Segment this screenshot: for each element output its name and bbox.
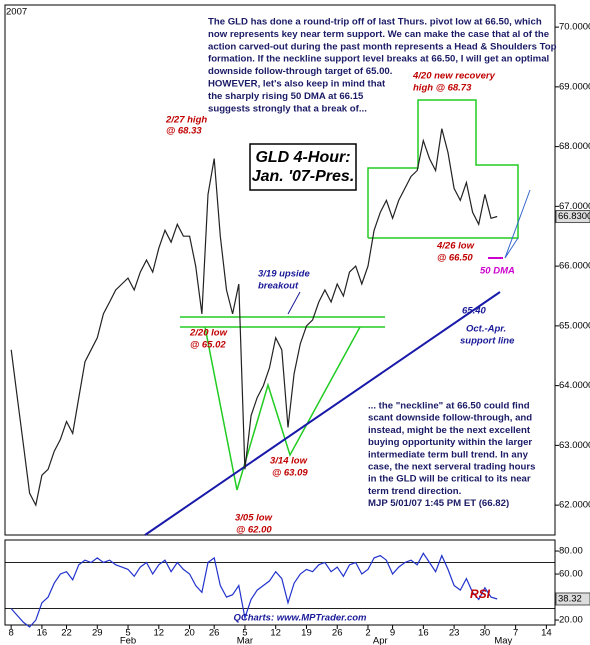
annotation: 2/20 low xyxy=(189,328,228,339)
y-tick-label: 65.0000 xyxy=(559,320,590,331)
commentary: the sharply rising 50 DMA at 66.15 xyxy=(208,91,364,102)
annotation: 2007 xyxy=(6,7,27,18)
x-tick-label: 26 xyxy=(209,628,220,639)
x-tick-label: 12 xyxy=(154,628,165,639)
annotation: @ 62.00 xyxy=(236,525,272,536)
commentary: formation. If the neckline support level… xyxy=(208,54,549,65)
rsi-title: RSI xyxy=(470,587,491,601)
commentary: instead, might be the next excellent xyxy=(368,425,531,436)
head-shoulders-box xyxy=(367,99,519,239)
annotation: 3/19 upside xyxy=(258,269,310,280)
commentary: buying opportunity within the larger xyxy=(368,437,532,448)
commentary: now represents key near term support. We… xyxy=(208,29,549,40)
y-tick-label: 69.0000 xyxy=(559,81,590,92)
commentary: case, the next serveral trading hours xyxy=(368,462,535,473)
support-line xyxy=(144,291,501,536)
x-tick-label: 26 xyxy=(332,628,343,639)
annotation: @ 63.09 xyxy=(272,468,308,479)
commentary: The GLD has done a round-trip off of las… xyxy=(208,17,542,28)
last-value-label: 38.32 xyxy=(558,593,582,604)
last-value-label: 66.8300 xyxy=(558,211,590,222)
annotation: @ 68.33 xyxy=(166,126,202,137)
y-tick-label: 63.0000 xyxy=(559,440,590,451)
annotation: 4/20 new recovery xyxy=(412,71,496,82)
x-tick-label: 7 xyxy=(513,628,518,639)
annotation: breakout xyxy=(258,281,299,292)
x-tick-label: 14 xyxy=(541,628,552,639)
annotation: 4/26 low xyxy=(436,241,475,252)
x-tick-label: 20 xyxy=(184,628,195,639)
x-tick-label: 5 xyxy=(242,628,247,639)
rsi-panel xyxy=(4,539,556,626)
y-tick-label: 60.00 xyxy=(559,569,583,580)
annotation: support line xyxy=(460,336,515,347)
commentary: ... the "neckline" at 66.50 could find xyxy=(368,401,530,412)
commentary: scant downside follow-through, and xyxy=(368,413,532,424)
y-tick-label: 70.0000 xyxy=(559,22,590,33)
annotation: 2/27 high xyxy=(165,115,207,126)
v-pattern xyxy=(204,326,361,491)
commentary: HOWEVER, let's also keep in mind that xyxy=(208,79,386,90)
y-tick-label: 68.0000 xyxy=(559,141,590,152)
y-tick-label: 20.00 xyxy=(559,615,583,626)
price-panel xyxy=(4,4,556,536)
annotation: 3/05 low xyxy=(235,513,273,524)
y-tick-label: 67.0000 xyxy=(559,201,590,212)
source: QCharts: www.MPTrader.com xyxy=(233,613,367,624)
month-label: Feb xyxy=(120,636,136,645)
commentary: intermediate term bull trend. In any xyxy=(368,449,529,460)
x-tick-label: 2 xyxy=(365,628,370,639)
y-tick-label: 80.00 xyxy=(559,546,583,557)
breakout-arrow xyxy=(287,291,301,315)
month-label: May xyxy=(494,636,512,645)
annotation: 65.40 xyxy=(462,306,486,317)
x-tick-label: 9 xyxy=(390,628,395,639)
month-label: Mar xyxy=(237,636,253,645)
commentary: in the GLD will be critical to its near xyxy=(368,474,531,485)
x-tick-label: 23 xyxy=(449,628,460,639)
projection-arrow xyxy=(504,189,531,259)
x-tick-label: 22 xyxy=(61,628,72,639)
month-label: Apr xyxy=(373,636,388,645)
annotation: high @ 68.73 xyxy=(413,83,472,94)
commentary: downside follow-through target of 65.00. xyxy=(208,66,392,77)
annotation: 3/14 low xyxy=(270,456,308,467)
title-box xyxy=(249,143,357,191)
x-tick-label: 29 xyxy=(92,628,103,639)
annotation-lines xyxy=(144,99,531,536)
annotation: 50 DMA xyxy=(480,266,515,277)
x-tick-label: 12 xyxy=(270,628,281,639)
y-tick-label: 66.0000 xyxy=(559,261,590,272)
last-value-box xyxy=(555,592,590,606)
x-tick-label: 16 xyxy=(418,628,429,639)
annotation: @ 65.02 xyxy=(190,340,226,351)
x-tick-label: 16 xyxy=(37,628,48,639)
x-tick-label: 5 xyxy=(125,628,130,639)
y-tick-label: 62.0000 xyxy=(559,500,590,511)
commentary: term trend direction. xyxy=(368,486,461,497)
commentary: suggests strongly that a break of... xyxy=(208,103,367,114)
y-tick-label: 64.0000 xyxy=(559,380,590,391)
annotation: Jan. '07-Pres. xyxy=(252,168,355,185)
x-tick-label: 8 xyxy=(9,628,14,639)
x-tick-label: 19 xyxy=(301,628,312,639)
annotation: Oct.-Apr. xyxy=(466,324,506,335)
last-value-box xyxy=(555,210,590,224)
commentary: MJP 5/01/07 1:45 PM ET (66.82) xyxy=(368,498,509,509)
x-tick-label: 30 xyxy=(480,628,491,639)
series-line xyxy=(10,552,498,628)
commentary: action carved-out during the past month … xyxy=(208,41,557,52)
annotation: GLD 4-Hour: xyxy=(255,149,350,166)
series-line xyxy=(10,128,498,507)
annotation: @ 66.50 xyxy=(437,253,473,264)
